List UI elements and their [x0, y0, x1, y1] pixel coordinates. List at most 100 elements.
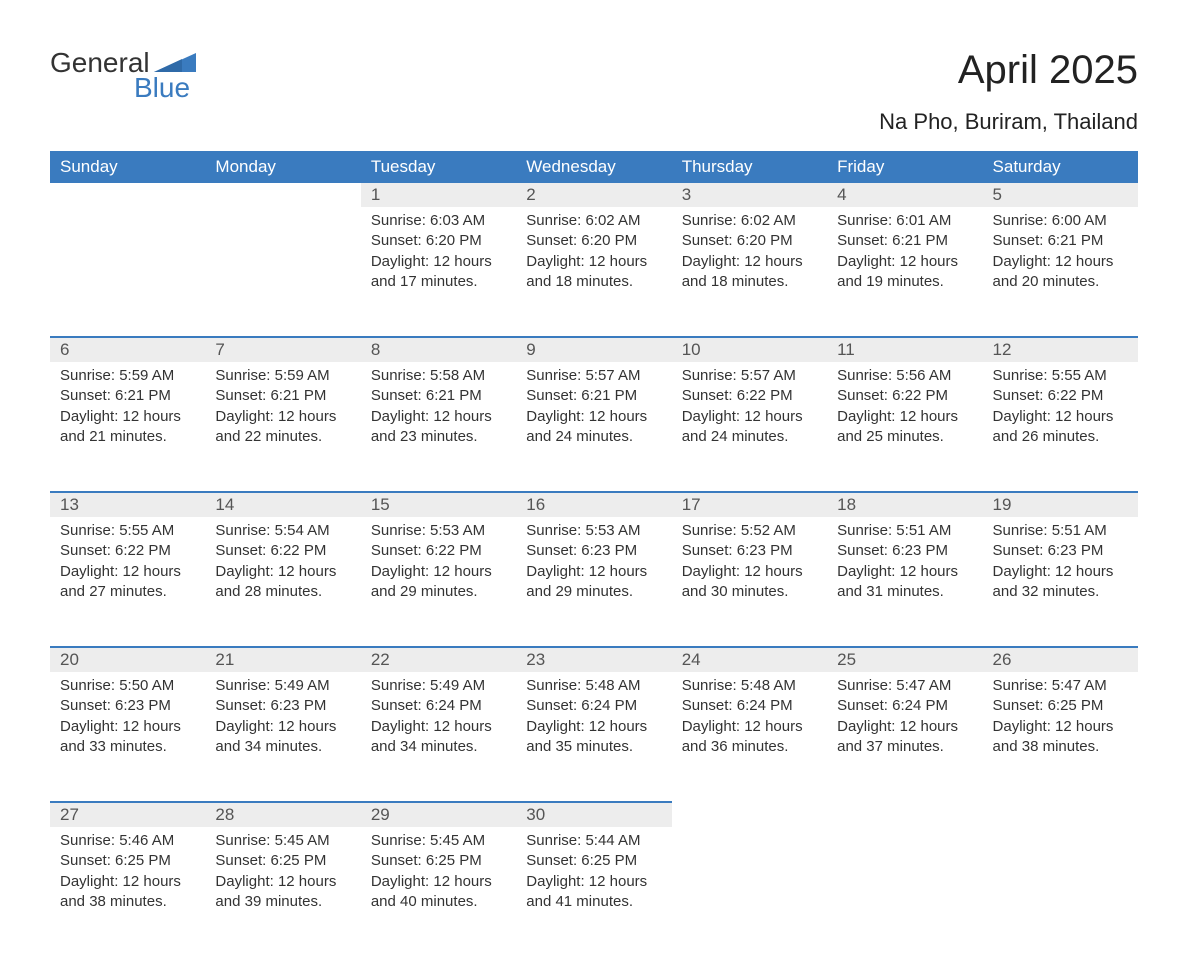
- day-cell: Sunrise: 5:50 AMSunset: 6:23 PMDaylight:…: [50, 672, 205, 767]
- day-cell: Sunrise: 5:51 AMSunset: 6:23 PMDaylight:…: [983, 517, 1138, 612]
- daylight-text: Daylight: 12 hours and 24 minutes.: [526, 407, 661, 448]
- sunrise-text: Sunrise: 5:44 AM: [526, 831, 661, 851]
- day-cell: Sunrise: 5:54 AMSunset: 6:22 PMDaylight:…: [205, 517, 360, 612]
- sunset-text: Sunset: 6:21 PM: [215, 386, 350, 406]
- day-cell: Sunrise: 5:59 AMSunset: 6:21 PMDaylight:…: [205, 362, 360, 457]
- daylight-text: Daylight: 12 hours and 21 minutes.: [60, 407, 195, 448]
- sunrise-text: Sunrise: 5:50 AM: [60, 676, 195, 696]
- day-number: 5: [983, 183, 1138, 207]
- daylight-text: Daylight: 12 hours and 41 minutes.: [526, 872, 661, 913]
- daylight-text: Daylight: 12 hours and 31 minutes.: [837, 562, 972, 603]
- sunset-text: Sunset: 6:20 PM: [526, 231, 661, 251]
- sunrise-text: Sunrise: 5:57 AM: [526, 366, 661, 386]
- empty-day: [50, 183, 205, 207]
- sunrise-text: Sunrise: 5:55 AM: [993, 366, 1128, 386]
- day-cell: Sunrise: 5:49 AMSunset: 6:23 PMDaylight:…: [205, 672, 360, 767]
- daylight-text: Daylight: 12 hours and 39 minutes.: [215, 872, 350, 913]
- sunset-text: Sunset: 6:25 PM: [60, 851, 195, 871]
- sunrise-text: Sunrise: 5:59 AM: [60, 366, 195, 386]
- day-cell: Sunrise: 5:47 AMSunset: 6:25 PMDaylight:…: [983, 672, 1138, 767]
- day-number: 10: [672, 337, 827, 362]
- day-cell: Sunrise: 5:44 AMSunset: 6:25 PMDaylight:…: [516, 827, 671, 922]
- day-number: 18: [827, 492, 982, 517]
- weekday-header: Monday: [205, 151, 360, 183]
- day-number: 23: [516, 647, 671, 672]
- day-number: 11: [827, 337, 982, 362]
- day-number: 24: [672, 647, 827, 672]
- sunrise-text: Sunrise: 5:56 AM: [837, 366, 972, 386]
- sunrise-text: Sunrise: 5:45 AM: [371, 831, 506, 851]
- sunrise-text: Sunrise: 5:53 AM: [526, 521, 661, 541]
- calendar-table: SundayMondayTuesdayWednesdayThursdayFrid…: [50, 151, 1138, 957]
- day-cell: Sunrise: 5:55 AMSunset: 6:22 PMDaylight:…: [50, 517, 205, 612]
- daylight-text: Daylight: 12 hours and 27 minutes.: [60, 562, 195, 603]
- sunrise-text: Sunrise: 5:45 AM: [215, 831, 350, 851]
- sunset-text: Sunset: 6:23 PM: [60, 696, 195, 716]
- sunset-text: Sunset: 6:25 PM: [215, 851, 350, 871]
- day-cell: Sunrise: 5:57 AMSunset: 6:22 PMDaylight:…: [672, 362, 827, 457]
- day-number: 17: [672, 492, 827, 517]
- sunrise-text: Sunrise: 6:02 AM: [526, 211, 661, 231]
- sunrise-text: Sunrise: 5:57 AM: [682, 366, 817, 386]
- sunset-text: Sunset: 6:21 PM: [371, 386, 506, 406]
- weekday-header: Wednesday: [516, 151, 671, 183]
- sunrise-text: Sunrise: 5:46 AM: [60, 831, 195, 851]
- sunset-text: Sunset: 6:23 PM: [837, 541, 972, 561]
- day-cell: Sunrise: 6:00 AMSunset: 6:21 PMDaylight:…: [983, 207, 1138, 302]
- sunrise-text: Sunrise: 6:01 AM: [837, 211, 972, 231]
- daylight-text: Daylight: 12 hours and 17 minutes.: [371, 252, 506, 293]
- weekday-header: Sunday: [50, 151, 205, 183]
- logo-text-2: Blue: [50, 73, 196, 102]
- sunset-text: Sunset: 6:24 PM: [837, 696, 972, 716]
- sunset-text: Sunset: 6:22 PM: [371, 541, 506, 561]
- daylight-text: Daylight: 12 hours and 35 minutes.: [526, 717, 661, 758]
- sunrise-text: Sunrise: 6:03 AM: [371, 211, 506, 231]
- day-number: 1: [361, 183, 516, 207]
- day-number: 3: [672, 183, 827, 207]
- day-cell: Sunrise: 6:02 AMSunset: 6:20 PMDaylight:…: [516, 207, 671, 302]
- day-cell: Sunrise: 5:45 AMSunset: 6:25 PMDaylight:…: [205, 827, 360, 922]
- day-cell: Sunrise: 5:45 AMSunset: 6:25 PMDaylight:…: [361, 827, 516, 922]
- day-number: 29: [361, 802, 516, 827]
- sunset-text: Sunset: 6:22 PM: [837, 386, 972, 406]
- empty-day: [827, 827, 982, 957]
- sunset-text: Sunset: 6:23 PM: [993, 541, 1128, 561]
- sunset-text: Sunset: 6:20 PM: [371, 231, 506, 251]
- sunrise-text: Sunrise: 5:54 AM: [215, 521, 350, 541]
- logo: General Blue: [50, 48, 196, 103]
- day-number: 15: [361, 492, 516, 517]
- sunset-text: Sunset: 6:21 PM: [60, 386, 195, 406]
- sunset-text: Sunset: 6:21 PM: [526, 386, 661, 406]
- sunset-text: Sunset: 6:24 PM: [526, 696, 661, 716]
- daylight-text: Daylight: 12 hours and 25 minutes.: [837, 407, 972, 448]
- sunrise-text: Sunrise: 5:49 AM: [371, 676, 506, 696]
- weekday-header: Friday: [827, 151, 982, 183]
- sunrise-text: Sunrise: 5:51 AM: [993, 521, 1128, 541]
- day-number: 6: [50, 337, 205, 362]
- day-cell: Sunrise: 5:58 AMSunset: 6:21 PMDaylight:…: [361, 362, 516, 457]
- weekday-header-row: SundayMondayTuesdayWednesdayThursdayFrid…: [50, 151, 1138, 183]
- daylight-text: Daylight: 12 hours and 29 minutes.: [526, 562, 661, 603]
- empty-day: [50, 207, 205, 337]
- daylight-text: Daylight: 12 hours and 26 minutes.: [993, 407, 1128, 448]
- day-cell: Sunrise: 5:46 AMSunset: 6:25 PMDaylight:…: [50, 827, 205, 922]
- sunset-text: Sunset: 6:22 PM: [993, 386, 1128, 406]
- day-cell: Sunrise: 5:51 AMSunset: 6:23 PMDaylight:…: [827, 517, 982, 612]
- daylight-text: Daylight: 12 hours and 20 minutes.: [993, 252, 1128, 293]
- daylight-text: Daylight: 12 hours and 23 minutes.: [371, 407, 506, 448]
- daylight-text: Daylight: 12 hours and 40 minutes.: [371, 872, 506, 913]
- sunset-text: Sunset: 6:22 PM: [215, 541, 350, 561]
- daylight-text: Daylight: 12 hours and 22 minutes.: [215, 407, 350, 448]
- sunrise-text: Sunrise: 5:48 AM: [526, 676, 661, 696]
- daylight-text: Daylight: 12 hours and 33 minutes.: [60, 717, 195, 758]
- daylight-text: Daylight: 12 hours and 24 minutes.: [682, 407, 817, 448]
- day-number: 27: [50, 802, 205, 827]
- day-number: 19: [983, 492, 1138, 517]
- sunrise-text: Sunrise: 5:58 AM: [371, 366, 506, 386]
- weekday-header: Saturday: [983, 151, 1138, 183]
- sunrise-text: Sunrise: 5:47 AM: [993, 676, 1128, 696]
- sunrise-text: Sunrise: 6:00 AM: [993, 211, 1128, 231]
- sunset-text: Sunset: 6:25 PM: [526, 851, 661, 871]
- sunrise-text: Sunrise: 6:02 AM: [682, 211, 817, 231]
- sunrise-text: Sunrise: 5:55 AM: [60, 521, 195, 541]
